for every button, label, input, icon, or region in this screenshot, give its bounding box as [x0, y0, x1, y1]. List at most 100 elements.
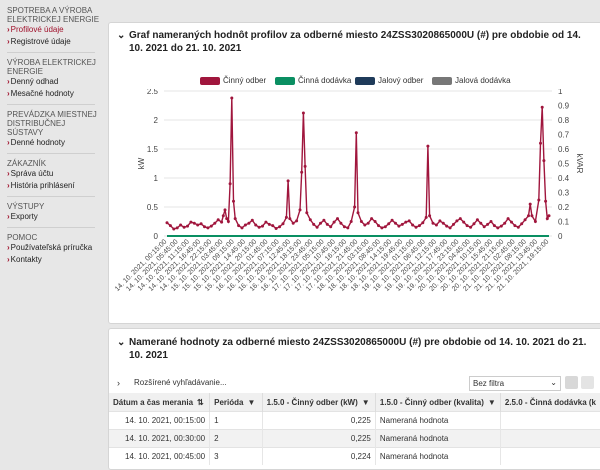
legend-item-cinna-dodavka[interactable]: Činná dodávka — [275, 76, 351, 86]
sidebar-item[interactable]: ›História prihlásení — [7, 180, 102, 192]
cell-datetime: 14. 10. 2021, 00:30:00 — [109, 429, 211, 448]
data-point — [233, 217, 237, 221]
sidebar-item[interactable]: ›Exporty — [7, 211, 102, 223]
data-point — [281, 222, 285, 226]
data-point — [254, 223, 258, 227]
filter-select[interactable]: Bez filtra ⌄ — [469, 376, 561, 391]
sidebar-item[interactable]: ›Kontakty — [7, 254, 102, 266]
data-point — [165, 221, 169, 225]
y-right-tick-label: 0.5 — [558, 160, 570, 169]
filter-icon[interactable]: ▼ — [247, 397, 256, 407]
expand-chevron-icon[interactable]: › — [117, 378, 120, 388]
delete-filter-button[interactable] — [565, 376, 578, 389]
data-point — [267, 222, 271, 226]
y-tick-label: 2 — [154, 116, 159, 125]
data-point — [203, 225, 206, 229]
sidebar-item[interactable]: ›Používateľská príručka — [7, 242, 102, 254]
column-header-active-supply[interactable]: 2.5.0 - Činná dodávka (k — [500, 393, 600, 412]
legend-swatch — [200, 76, 220, 85]
data-point — [342, 225, 346, 229]
sidebar-item-label: Denný odhad — [10, 77, 59, 86]
sidebar-item-label: Mesačné hodnoty — [10, 89, 74, 98]
sidebar-item-label: Denné hodnoty — [10, 138, 65, 147]
data-point — [363, 223, 367, 227]
collapse-chevron-icon[interactable]: ⌄ — [117, 30, 126, 41]
data-point — [533, 220, 537, 223]
data-point — [424, 215, 428, 219]
data-point — [373, 220, 377, 223]
y-right-tick-label: 0.2 — [558, 203, 570, 212]
advanced-search-link[interactable]: Rozšírené vyhľadávanie... — [134, 378, 227, 387]
data-point — [542, 159, 546, 163]
sidebar-item-label: Exporty — [10, 212, 38, 221]
column-header-period[interactable]: Perióda ▼ — [209, 393, 263, 412]
sidebar-item[interactable]: ›Denný odhad — [7, 76, 102, 88]
data-point — [354, 131, 358, 135]
legend-item-jalovy-odber[interactable]: Jalový odber — [355, 76, 423, 86]
data-point — [469, 225, 473, 229]
y-right-tick-label: 0.4 — [558, 174, 570, 183]
filter-action-button[interactable] — [581, 376, 594, 389]
sidebar-nav: SPOTREBA A VÝROBA ELEKTRICKEJ ENERGIE ›Pr… — [0, 0, 102, 266]
sidebar-item[interactable]: ›Registrové údaje — [7, 36, 102, 48]
legend-item-cinny-odber[interactable]: Činný odber — [200, 76, 266, 86]
sidebar-heading: PREVÁDZKA MIESTNEJ DISTRIBUČNEJ SÚSTAVY — [7, 110, 97, 137]
collapse-chevron-icon[interactable]: ⌄ — [117, 337, 126, 348]
data-point — [220, 220, 224, 224]
sort-icon[interactable]: ⇅ — [197, 397, 204, 407]
data-point — [247, 221, 251, 225]
data-point — [475, 218, 479, 222]
sidebar-item[interactable]: ›Denné hodnoty — [7, 137, 102, 149]
sidebar-heading: VÝROBA ELEKTRICKEJ ENERGIE — [7, 58, 96, 76]
data-point — [339, 221, 343, 225]
data-point — [226, 220, 230, 223]
data-point — [539, 141, 542, 145]
data-point — [301, 111, 305, 115]
data-point — [516, 225, 520, 229]
chart-panel-header[interactable]: ⌄ Graf nameraných hodnôt profilov za odb… — [117, 29, 592, 55]
legend-item-jalova-dodavka[interactable]: Jalová dodávka — [432, 76, 511, 86]
profile-chart: 0 0.5 1 1.5 2 2.5 0 0.1 0.2 0.3 0.4 0.5 0.6 0.7 0.8 0.9… — [114, 89, 584, 293]
sidebar-item[interactable]: ›Správa účtu — [7, 168, 102, 180]
data-point — [322, 218, 326, 222]
sidebar-item[interactable]: ›Profilové údaje — [7, 24, 102, 36]
arrow-right-icon: › — [7, 77, 10, 86]
column-header-active-consumption-quality[interactable]: 1.5.0 - Činný odber (kvalita) ▼ — [375, 393, 501, 412]
sidebar-item-label: Kontakty — [10, 255, 42, 264]
filter-icon[interactable]: ▼ — [361, 397, 370, 407]
data-point — [336, 217, 339, 221]
data-point — [186, 224, 189, 228]
table-panel-title: Namerané hodnoty za odberné miesto 24ZSS… — [129, 337, 587, 361]
data-point — [366, 221, 370, 225]
y-axis-label-left: kW — [137, 157, 146, 169]
arrow-right-icon: › — [7, 37, 10, 46]
data-point — [452, 222, 455, 226]
data-point — [209, 224, 213, 228]
table-row[interactable]: 14. 10. 2021, 00:15:00 1 0,225 Nameraná … — [109, 411, 600, 430]
data-point — [168, 224, 172, 228]
table-row[interactable]: 14. 10. 2021, 00:30:00 2 0,225 Nameraná … — [109, 429, 600, 448]
arrow-right-icon: › — [7, 212, 10, 221]
data-point — [482, 225, 486, 229]
table-panel-header[interactable]: ⌄ Namerané hodnoty za odberné miesto 24Z… — [117, 336, 592, 362]
sidebar-item-label: Registrové údaje — [10, 37, 71, 46]
data-point — [411, 223, 415, 227]
arrow-right-icon: › — [7, 243, 10, 252]
data-point — [257, 225, 261, 229]
data-point — [353, 205, 357, 209]
data-point — [291, 221, 295, 225]
column-header-datetime[interactable]: Dátum a čas merania ⇅ — [109, 393, 211, 412]
data-point — [319, 221, 322, 225]
filter-icon[interactable]: ▼ — [487, 397, 496, 407]
data-point — [264, 220, 268, 224]
y-axis-label-right: kVAR — [575, 154, 584, 174]
data-point — [472, 222, 476, 226]
cell-period: 2 — [209, 429, 263, 448]
sidebar-item[interactable]: ›Mesačné hodnoty — [7, 88, 102, 100]
legend-swatch — [355, 76, 375, 85]
table-row[interactable]: 14. 10. 2021, 00:45:00 3 0,224 Nameraná … — [109, 447, 600, 465]
column-header-active-consumption[interactable]: 1.5.0 - Činný odber (kW) ▼ — [262, 393, 376, 412]
data-point — [213, 221, 217, 225]
data-point — [356, 211, 360, 215]
cell-datetime: 14. 10. 2021, 00:15:00 — [109, 411, 211, 430]
